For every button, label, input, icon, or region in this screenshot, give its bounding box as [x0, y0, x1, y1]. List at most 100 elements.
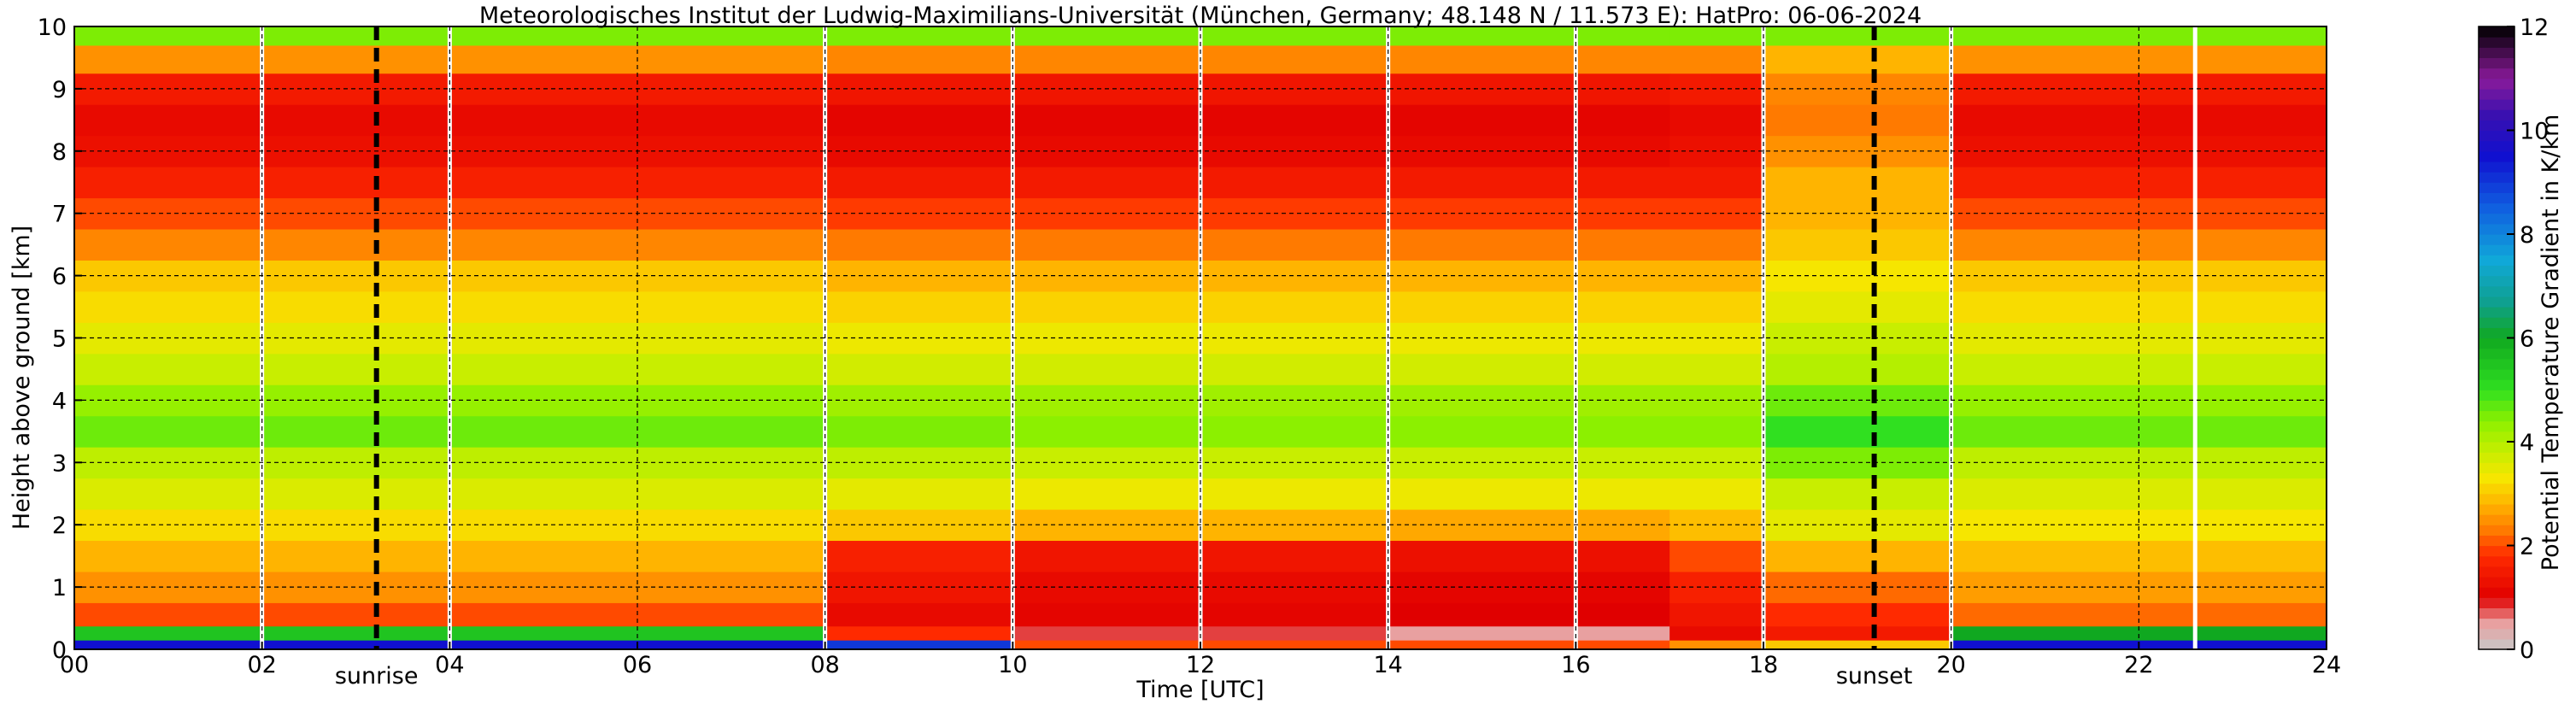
heatmap-cell	[824, 640, 1013, 650]
heatmap-cell	[1763, 104, 1952, 137]
heatmap-cell	[1763, 640, 1952, 650]
heatmap-cell	[824, 44, 1013, 74]
x-tick-label: 10	[998, 652, 1027, 678]
heatmap-cell	[824, 353, 1013, 385]
heatmap-cell	[824, 540, 1013, 572]
colorbar-segment	[2479, 483, 2514, 495]
x-tick-label: 22	[2124, 652, 2153, 678]
colorbar	[2478, 26, 2515, 650]
heatmap-cell	[1669, 540, 1764, 572]
colorbar-segment	[2479, 379, 2514, 390]
colorbar-segment	[2479, 285, 2514, 297]
colorbar-tick-label: 6	[2520, 326, 2534, 353]
colorbar-segment	[2479, 358, 2514, 370]
colorbar-segment	[2479, 555, 2514, 567]
heatmap-cell	[1763, 44, 1952, 74]
colorbar-segment	[2479, 109, 2514, 120]
heatmap-cell	[824, 602, 1013, 627]
colorbar-segment	[2479, 47, 2514, 59]
heatmap-cell	[824, 290, 1013, 323]
heatmap-cell	[1669, 353, 1764, 385]
colorbar-segment	[2479, 78, 2514, 90]
colorbar-tick-label: 10	[2520, 119, 2549, 145]
chart-title: Meteorologisches Institut der Ludwig-Max…	[479, 3, 1922, 29]
heatmap-cell	[1669, 290, 1764, 323]
heatmap-cell	[1388, 104, 1670, 137]
y-tick-label: 6	[52, 264, 67, 290]
heatmap-cell	[1669, 228, 1764, 261]
colorbar-segment	[2479, 192, 2514, 204]
colorbar-segment	[2479, 638, 2514, 650]
y-axis-label: Height above ground [km]	[9, 226, 35, 530]
heatmap-cell	[1763, 540, 1952, 572]
heatmap-cell	[1951, 625, 2327, 641]
colorbar-segment	[2479, 628, 2514, 640]
colorbar-ticks: 0 2 4 6 8 10 12	[2507, 15, 2549, 664]
x-tick-label: 18	[1749, 652, 1778, 678]
x-tick-label: 02	[247, 652, 276, 678]
colorbar-tick-label: 2	[2520, 534, 2534, 560]
x-tick-label: 24	[2312, 652, 2341, 678]
y-tick-label: 8	[52, 139, 67, 166]
colorbar-segment	[2479, 120, 2514, 132]
colorbar-segment	[2479, 452, 2514, 463]
heatmap-cell	[1669, 26, 1764, 46]
y-tick-label: 2	[52, 513, 67, 539]
x-tick-label: 14	[1373, 652, 1402, 678]
colorbar-segment	[2479, 462, 2514, 474]
heatmap-cell	[824, 478, 1013, 510]
heatmap-cell	[824, 26, 1013, 46]
heatmap-cell	[1388, 353, 1670, 385]
x-tick-label: 04	[435, 652, 464, 678]
colorbar-segment	[2479, 37, 2514, 48]
colorbar-segment	[2479, 410, 2514, 422]
heatmap-cell	[824, 104, 1013, 137]
colorbar-segment	[2479, 265, 2514, 277]
y-tick-label: 1	[52, 575, 67, 601]
colorbar-tick-label: 4	[2520, 430, 2534, 456]
heatmap-cell	[1388, 415, 1670, 448]
x-tick-label: 16	[1561, 652, 1590, 678]
colorbar-segment	[2479, 545, 2514, 557]
colorbar-segment	[2479, 503, 2514, 515]
colorbar-segment	[2479, 390, 2514, 401]
colorbar-segment	[2479, 317, 2514, 328]
heatmap-cell	[1388, 167, 1670, 199]
colorbar-segment	[2479, 161, 2514, 173]
colorbar-segment	[2479, 535, 2514, 547]
colorbar-segment	[2479, 202, 2514, 214]
colorbar-segment	[2479, 88, 2514, 100]
heatmap-cell	[1763, 602, 1952, 627]
heatmap-cell	[1763, 353, 1952, 385]
heatmap-cell	[1763, 415, 1952, 448]
colorbar-segment	[2479, 150, 2514, 162]
heatmap-cell	[1388, 625, 1670, 641]
colorbar-segment	[2479, 587, 2514, 598]
x-tick-label: 20	[1936, 652, 1965, 678]
heatmap-cell	[1388, 640, 1670, 650]
heatmap-cell	[1669, 478, 1764, 510]
heatmap-cell	[1763, 478, 1952, 510]
y-tick-label: 0	[52, 637, 67, 664]
colorbar-tick-label: 0	[2520, 637, 2534, 664]
colorbar-segment	[2479, 182, 2514, 193]
colorbar-segment	[2479, 348, 2514, 360]
heatmap-cell	[1388, 26, 1670, 46]
sunrise-label: sunrise	[335, 663, 419, 689]
colorbar-segment	[2479, 67, 2514, 79]
colorbar-tick-label: 8	[2520, 222, 2534, 249]
colorbar-label: Potential Temperature Gradient in K/km	[2538, 114, 2564, 572]
colorbar-segment	[2479, 130, 2514, 142]
heatmap-cell	[1669, 602, 1764, 627]
y-tick-label: 9	[52, 77, 67, 103]
colorbar-segment	[2479, 597, 2514, 608]
colorbar-segment	[2479, 607, 2514, 619]
colorbar-segment	[2479, 400, 2514, 412]
colorbar-segment	[2479, 172, 2514, 183]
colorbar-segment	[2479, 514, 2514, 525]
heatmap-cell	[1388, 478, 1670, 510]
colorbar-segment	[2479, 337, 2514, 349]
heatmap-cell	[824, 228, 1013, 261]
colorbar-segment	[2479, 99, 2514, 110]
